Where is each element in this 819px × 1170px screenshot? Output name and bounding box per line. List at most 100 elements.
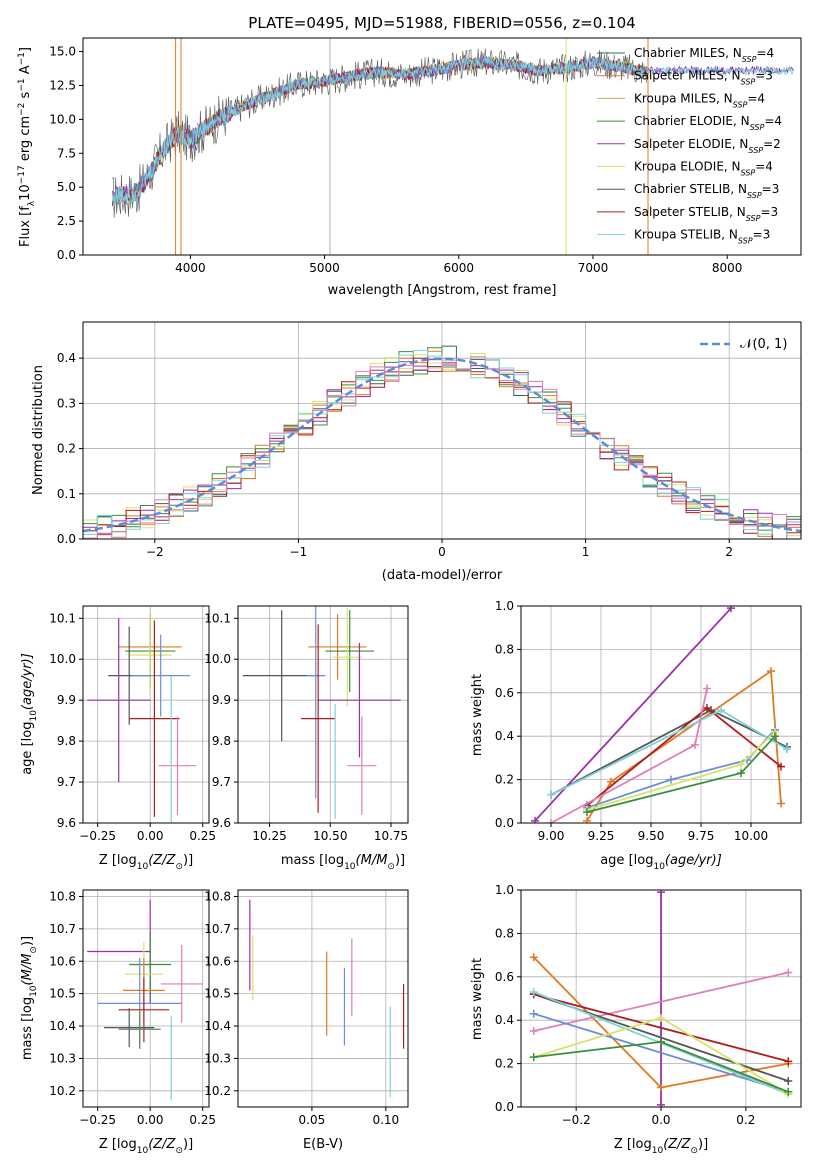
weight-series-line bbox=[550, 709, 788, 796]
weight-vs-age-panel: 9.00 9.25 9.50 9.75 10.00 0.0 0.2 0.4 0.6 0.8 1.0 a… bbox=[495, 599, 802, 872]
x-tick-label: 9.50 bbox=[638, 829, 665, 843]
weight-point bbox=[547, 819, 555, 823]
y-tick-label: 10.8 bbox=[204, 889, 231, 903]
y-tick-label: 0.0 bbox=[57, 532, 76, 546]
mass-z-xlabel: Z [log10(Z/Z⊙)] bbox=[99, 1137, 193, 1156]
weight-point bbox=[529, 1009, 538, 1018]
x-tick-label: −1 bbox=[290, 545, 308, 559]
y-tick-label: 0.8 bbox=[495, 926, 514, 940]
weight-point bbox=[703, 703, 711, 712]
weight-vs-metallicity-panel: −0.2 0.0 0.2 0.0 0.2 0.4 0.6 0.8 1.0 Z [log10(Z/Z… bbox=[495, 883, 802, 1156]
x-tick-label: 0.00 bbox=[137, 1113, 164, 1127]
weight-point bbox=[607, 777, 615, 786]
weight-point bbox=[717, 706, 725, 715]
axes-frame bbox=[237, 605, 409, 824]
y-tick-label: 0.2 bbox=[495, 1057, 514, 1071]
y-tick-label: 0.3 bbox=[57, 396, 76, 410]
weight-point bbox=[784, 1057, 793, 1066]
y-tick-label: 10.0 bbox=[49, 112, 76, 126]
y-tick-label: 10.7 bbox=[204, 922, 231, 936]
plot-area bbox=[529, 890, 793, 1107]
legend-entry: 𝒩(0, 1) bbox=[740, 337, 787, 352]
y-tick-label: 10.4 bbox=[49, 1019, 76, 1033]
weight-point bbox=[691, 740, 699, 749]
histogram-step bbox=[83, 356, 801, 539]
residual-histogram-panel: −2 −1 0 1 2 0.0 0.1 0.2 0.3 0.4 𝒩(0, 1) bbox=[57, 321, 802, 559]
y-tick-label: 10.5 bbox=[49, 987, 76, 1001]
y-tick-label: 9.6 bbox=[212, 816, 231, 830]
weight-point bbox=[529, 987, 538, 996]
weight-series-line bbox=[533, 971, 789, 1032]
x-tick-label: 0.2 bbox=[736, 1113, 755, 1127]
x-tick-label: 7000 bbox=[578, 261, 609, 275]
y-tick-label: 10.3 bbox=[204, 1051, 231, 1065]
x-tick-label: 9.75 bbox=[688, 829, 715, 843]
y-tick-label: 0.0 bbox=[495, 816, 514, 830]
legend-entry: Salpeter MILES, NSSP=3 bbox=[634, 69, 773, 87]
weight-point bbox=[657, 1083, 665, 1092]
mass-vs-ebv-panel: 0.05 0.10 10.2 10.3 10.4 10.5 10.6 10.7 10.8 bbox=[204, 889, 409, 1127]
legend-entry: Salpeter STELIB, NSSP=3 bbox=[634, 205, 778, 223]
axes-frame bbox=[520, 605, 802, 824]
x-tick-label: −0.25 bbox=[79, 829, 116, 843]
plot-area bbox=[87, 899, 203, 1101]
y-tick-label: 9.7 bbox=[57, 775, 76, 789]
age-z-xlabel: Z [log10(Z/Z⊙)] bbox=[99, 853, 193, 872]
weight-point bbox=[657, 1100, 665, 1107]
weight-series-line bbox=[586, 706, 782, 807]
y-tick-label: 0.2 bbox=[495, 773, 514, 787]
weight-point bbox=[529, 1027, 538, 1036]
weight-age-ylabel: mass weight bbox=[470, 674, 485, 756]
weight-point bbox=[531, 816, 539, 823]
x-tick-label: 10.00 bbox=[734, 829, 768, 843]
spectrum-line bbox=[112, 48, 647, 218]
axes-frame bbox=[82, 889, 210, 1108]
age-vs-metallicity-panel: −0.25 0.00 0.25 9.6 9.7 9.8 9.9 10.0 10.1 Z [log1… bbox=[20, 605, 216, 872]
x-tick-label: 10.75 bbox=[374, 829, 408, 843]
spectrum-xlabel: wavelength [Angstrom, rest frame] bbox=[328, 283, 557, 298]
y-tick-label: 0.4 bbox=[495, 1013, 514, 1027]
age-mass-xlabel: mass [log10(M/M⊙)] bbox=[281, 853, 405, 872]
x-tick-label: 6000 bbox=[444, 261, 475, 275]
y-tick-label: 9.6 bbox=[57, 816, 76, 830]
x-tick-label: 9.00 bbox=[538, 829, 565, 843]
y-tick-label: 2.5 bbox=[57, 214, 76, 228]
y-tick-label: 10.1 bbox=[204, 611, 231, 625]
y-tick-label: 10.0 bbox=[204, 652, 231, 666]
weight-point bbox=[784, 968, 793, 977]
spectrum-title: PLATE=0495, MJD=51988, FIBERID=0556, z=0… bbox=[248, 14, 635, 32]
y-tick-label: 0.2 bbox=[57, 442, 76, 456]
y-tick-label: 10.2 bbox=[204, 1084, 231, 1098]
weight-point bbox=[737, 760, 745, 769]
plot-area bbox=[242, 606, 401, 819]
x-tick-label: 10.25 bbox=[252, 829, 286, 843]
y-tick-label: 10.8 bbox=[49, 889, 76, 903]
weight-point bbox=[583, 816, 591, 823]
weight-point bbox=[737, 769, 745, 778]
y-tick-label: 1.0 bbox=[495, 883, 514, 897]
x-tick-label: 0 bbox=[438, 545, 446, 559]
weight-z-xlabel: Z [log10(Z/Z⊙)] bbox=[614, 1137, 708, 1156]
x-tick-label: 0.0 bbox=[651, 1113, 670, 1127]
y-tick-label: 12.5 bbox=[49, 78, 76, 92]
y-tick-label: 0.0 bbox=[495, 1100, 514, 1114]
y-tick-label: 15.0 bbox=[49, 45, 76, 59]
weight-point bbox=[783, 745, 791, 754]
y-tick-label: 0.8 bbox=[495, 642, 514, 656]
plot-area bbox=[112, 38, 795, 255]
weight-series-line bbox=[586, 669, 782, 822]
y-tick-label: 10.5 bbox=[204, 987, 231, 1001]
legend-entry: Kroupa MILES, NSSP=4 bbox=[634, 91, 765, 109]
weight-series-line bbox=[586, 729, 776, 809]
legend-entry: Chabrier STELIB, NSSP=3 bbox=[634, 182, 779, 200]
y-tick-label: 1.0 bbox=[495, 599, 514, 613]
y-tick-label: 7.5 bbox=[57, 146, 76, 160]
weight-point bbox=[667, 775, 675, 784]
x-tick-label: 4000 bbox=[175, 261, 206, 275]
plot-area bbox=[83, 345, 801, 539]
y-tick-label: 10.7 bbox=[49, 922, 76, 936]
y-tick-label: 10.3 bbox=[49, 1051, 76, 1065]
hist-ylabel: Normed distribution bbox=[31, 365, 46, 495]
y-tick-label: 10.0 bbox=[49, 652, 76, 666]
age-z-ylabel: age [log10(age/yr)] bbox=[20, 653, 39, 775]
